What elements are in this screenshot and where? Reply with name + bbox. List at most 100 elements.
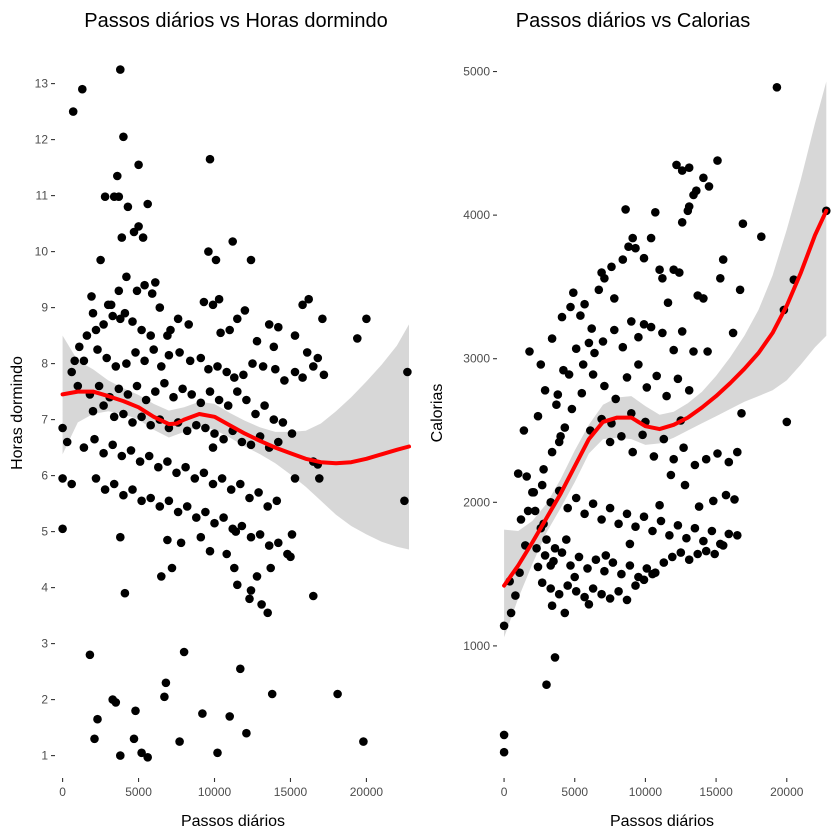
data-point: [278, 418, 288, 427]
data-point: [682, 533, 691, 543]
data-point: [116, 751, 125, 760]
data-point: [252, 336, 262, 346]
data-point: [192, 513, 201, 522]
data-point: [587, 324, 596, 333]
data-point: [600, 274, 609, 283]
data-point: [128, 485, 137, 494]
data-point: [699, 173, 708, 183]
data-point: [577, 388, 587, 398]
data-point: [210, 429, 219, 438]
data-point: [233, 387, 242, 396]
data-point: [550, 544, 560, 553]
data-point: [119, 490, 128, 500]
data-point: [163, 535, 172, 545]
data-point: [659, 434, 669, 444]
data-point: [169, 392, 178, 402]
data-point: [205, 387, 215, 396]
data-point: [155, 303, 165, 312]
data-point: [557, 312, 567, 322]
data-point: [264, 320, 274, 329]
data-point: [704, 182, 714, 191]
data-point: [627, 317, 636, 326]
data-point: [131, 706, 140, 716]
data-point: [642, 383, 652, 392]
data-point: [173, 507, 183, 517]
data-point: [91, 325, 101, 335]
data-point: [108, 311, 117, 321]
data-point: [172, 468, 181, 478]
data-point: [236, 664, 245, 674]
data-point: [88, 406, 98, 416]
data-point: [563, 503, 572, 513]
data-point: [58, 474, 67, 483]
data-point: [580, 509, 589, 519]
data-point: [658, 274, 667, 283]
data-point: [210, 518, 219, 528]
data-point: [607, 262, 616, 272]
data-point: [588, 584, 598, 593]
smooth-trend-line: [60, 389, 411, 466]
data-point: [618, 255, 628, 264]
data-point: [614, 587, 623, 596]
data-point: [655, 500, 664, 510]
data-point: [533, 411, 543, 421]
data-point: [537, 578, 547, 587]
data-point: [684, 163, 694, 172]
data-point: [196, 532, 206, 542]
data-point: [576, 311, 585, 320]
data-point: [137, 412, 146, 422]
data-point: [724, 457, 734, 467]
confidence-ribbon: [62, 324, 409, 550]
data-point: [260, 401, 269, 410]
data-point: [605, 503, 615, 513]
data-point: [570, 572, 579, 582]
data-point: [718, 541, 728, 550]
data-point: [782, 417, 792, 427]
data-point: [529, 488, 539, 497]
y-axis-title: Calorias: [429, 384, 446, 443]
data-point: [728, 328, 738, 338]
data-point: [319, 370, 329, 380]
data-point: [617, 432, 626, 441]
y-tick-label: 4: [41, 581, 48, 595]
data-point: [129, 734, 139, 744]
data-point: [222, 549, 231, 559]
data-point: [631, 581, 640, 590]
data-point: [70, 356, 79, 366]
data-point: [313, 353, 323, 363]
data-point: [693, 549, 702, 559]
data-point: [359, 737, 368, 746]
data-point: [280, 376, 289, 385]
data-point: [182, 426, 192, 436]
y-tick-label: 6: [41, 469, 48, 483]
data-point: [567, 404, 577, 414]
data-point: [625, 561, 635, 570]
x-tick-label: 20000: [770, 785, 804, 799]
data-point: [646, 322, 656, 332]
data-point: [677, 327, 687, 336]
data-point: [532, 544, 541, 553]
data-point: [58, 423, 67, 433]
data-point: [597, 515, 606, 524]
data-point: [304, 294, 314, 304]
data-point: [679, 443, 688, 453]
y-axis-title: Horas dormindo: [9, 356, 26, 470]
data-point: [709, 496, 718, 506]
data-point: [662, 391, 671, 401]
data-point: [631, 522, 640, 531]
data-point: [611, 394, 620, 404]
data-point: [120, 588, 130, 598]
y-tick-label: 1: [41, 749, 48, 763]
data-point: [522, 472, 531, 481]
data-point: [225, 712, 234, 721]
data-point: [87, 292, 96, 301]
data-point: [99, 401, 108, 410]
data-point: [151, 387, 160, 396]
data-point: [692, 186, 701, 195]
data-point: [196, 353, 206, 363]
data-point: [231, 527, 241, 536]
data-point: [240, 306, 250, 315]
data-point: [213, 748, 222, 758]
data-point: [627, 409, 636, 418]
